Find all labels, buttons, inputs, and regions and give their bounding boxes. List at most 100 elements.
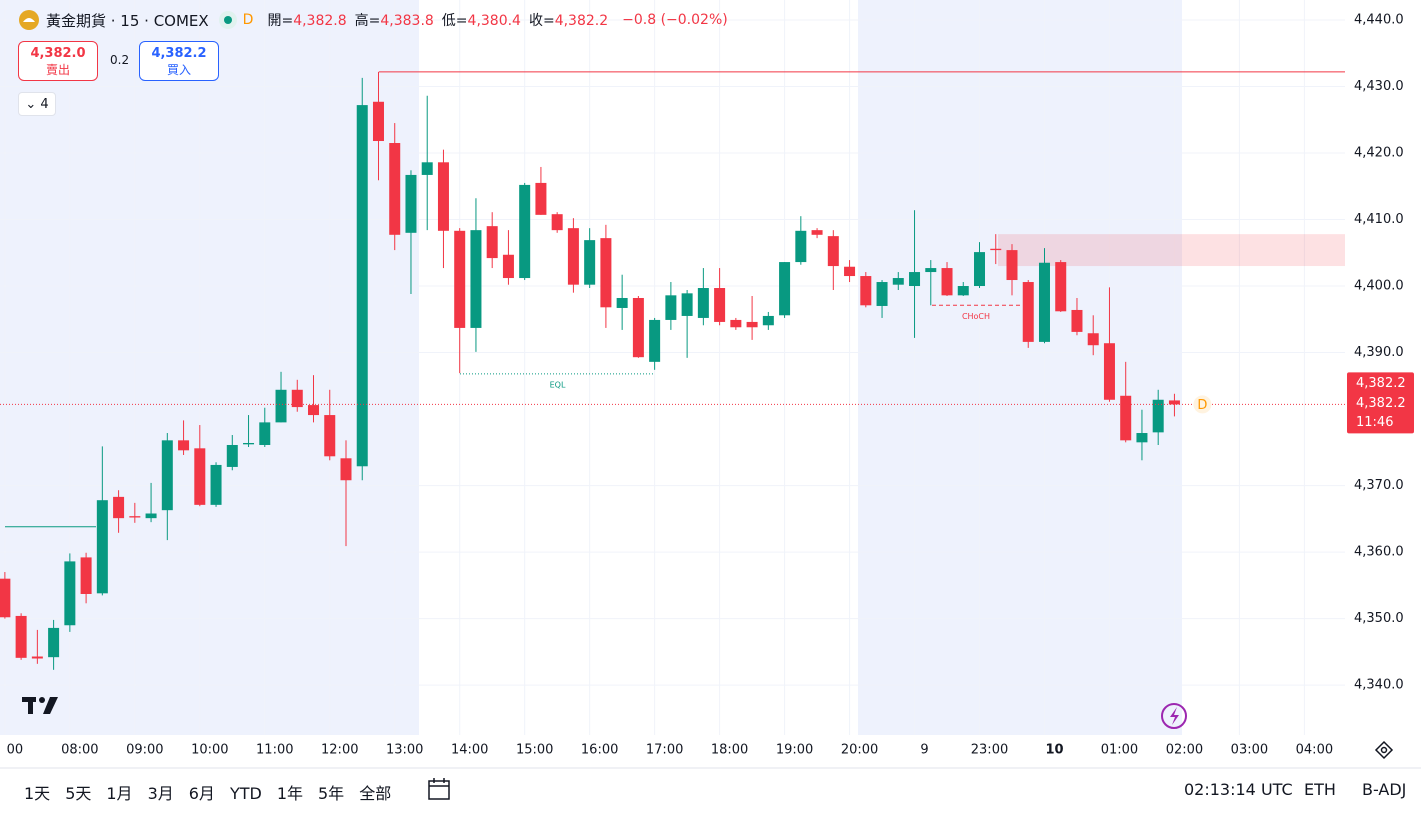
candle-body bbox=[210, 464, 222, 505]
sell-button[interactable]: 4,382.0 賣出 bbox=[18, 41, 98, 81]
x-tick-label: 09:00 bbox=[126, 743, 163, 758]
x-tick-label: 17:00 bbox=[646, 743, 683, 758]
x-tick-label: 13:00 bbox=[386, 743, 423, 758]
session-shade bbox=[858, 0, 1182, 735]
x-tick-label: 15:00 bbox=[516, 743, 553, 758]
range-button[interactable]: 1月 bbox=[106, 784, 133, 803]
candle-body bbox=[259, 422, 271, 445]
candle-body bbox=[876, 282, 888, 306]
candle-body bbox=[405, 174, 417, 233]
x-tick-label: 16:00 bbox=[581, 743, 618, 758]
candle-body bbox=[113, 496, 125, 519]
badge: D bbox=[242, 12, 254, 28]
candle-body bbox=[1022, 282, 1034, 342]
candle-body bbox=[535, 182, 547, 215]
range-button[interactable]: 6月 bbox=[188, 784, 215, 803]
y-tick-label: 4,350.0 bbox=[1354, 611, 1404, 626]
candle-body bbox=[0, 578, 11, 618]
candle-body bbox=[226, 444, 238, 467]
candle-body bbox=[502, 254, 514, 279]
y-tick-label: 4,390.0 bbox=[1354, 345, 1404, 360]
candle-body bbox=[519, 184, 531, 279]
candle-body bbox=[827, 236, 839, 267]
indicators-toggle[interactable]: ⌄ 4 bbox=[18, 92, 56, 116]
y-tick-label: 4,360.0 bbox=[1354, 545, 1404, 560]
candle-body bbox=[80, 557, 92, 594]
candle-body bbox=[470, 230, 482, 328]
ohlc-label: 開= bbox=[267, 13, 294, 29]
change: −0.8 (−0.02%) bbox=[622, 12, 728, 28]
y-tick-label: 4,430.0 bbox=[1354, 79, 1404, 94]
y-tick-label: 4,410.0 bbox=[1354, 212, 1404, 227]
candle-body bbox=[291, 389, 303, 408]
range-button[interactable]: YTD bbox=[229, 784, 262, 803]
candle-body bbox=[64, 561, 76, 626]
annotation-label: CHoCH bbox=[962, 312, 990, 321]
candle-body bbox=[1038, 262, 1050, 342]
price-tag-text: 4,382.2 bbox=[1356, 376, 1406, 391]
candle-body bbox=[649, 319, 661, 362]
candle-body bbox=[746, 321, 758, 328]
x-tick-label: 19:00 bbox=[776, 743, 813, 758]
range-button[interactable]: 5天 bbox=[65, 784, 92, 803]
zone bbox=[998, 234, 1345, 267]
candle-body bbox=[990, 248, 1002, 251]
adjust[interactable]: B-ADJ bbox=[1362, 780, 1407, 799]
ohlc-label: 低= bbox=[441, 13, 468, 29]
candle-body bbox=[243, 442, 255, 445]
range-bar: 1天 5天 1月 3月 6月 YTD 1年 5年 全部 bbox=[24, 780, 406, 804]
candle-body bbox=[194, 448, 206, 505]
candle-body bbox=[421, 162, 433, 175]
x-tick-label: 12:00 bbox=[321, 743, 358, 758]
candle-body bbox=[324, 415, 336, 457]
date-range-icon[interactable] bbox=[428, 778, 450, 800]
candle-body bbox=[811, 230, 823, 235]
clock[interactable]: 02:13:14 UTC bbox=[1184, 780, 1293, 799]
range-button[interactable]: 1天 bbox=[24, 784, 51, 803]
settings-icon[interactable] bbox=[1374, 740, 1394, 760]
y-tick-label: 4,440.0 bbox=[1354, 12, 1404, 27]
range-button[interactable]: 3月 bbox=[147, 784, 174, 803]
x-tick-label: 23:00 bbox=[971, 743, 1008, 758]
tv-logo bbox=[22, 697, 58, 714]
session[interactable]: ETH bbox=[1304, 780, 1336, 799]
y-tick-label: 4,420.0 bbox=[1354, 145, 1404, 160]
candle-body bbox=[1136, 433, 1148, 443]
candle-body bbox=[372, 101, 384, 142]
range-button[interactable]: 5年 bbox=[318, 784, 345, 803]
candle-body bbox=[145, 513, 157, 519]
x-tick-label: 01:00 bbox=[1101, 743, 1138, 758]
candle-body bbox=[632, 297, 644, 358]
candle-body bbox=[48, 627, 60, 658]
candle-body bbox=[161, 440, 173, 511]
candle-body bbox=[892, 278, 904, 285]
x-tick-label: 10:00 bbox=[191, 743, 228, 758]
ohlc-value: 4,380.4 bbox=[467, 13, 521, 29]
candle-body bbox=[762, 315, 774, 326]
candle-body bbox=[1087, 333, 1099, 346]
candle-body bbox=[1071, 309, 1083, 332]
candle-body bbox=[1055, 262, 1067, 312]
x-tick-label: 14:00 bbox=[451, 743, 488, 758]
alert-icon[interactable] bbox=[1161, 703, 1187, 729]
range-button[interactable]: 1年 bbox=[276, 784, 303, 803]
candle-body bbox=[714, 288, 726, 322]
legend: 黃金期貨 · 15 · COMEX D 開=4,382.8 高=4,383.8 低=… bbox=[18, 8, 732, 32]
range-button[interactable]: 全部 bbox=[359, 784, 392, 803]
candle-body bbox=[779, 262, 791, 316]
buy-button[interactable]: 4,382.2 買入 bbox=[139, 41, 219, 81]
ohlc-value: 4,382.8 bbox=[293, 13, 347, 29]
annotation-label: EQL bbox=[550, 380, 566, 389]
ohlc-label: 高= bbox=[354, 13, 381, 29]
session-shade bbox=[0, 0, 419, 735]
ohlc: 開=4,382.8 高=4,383.8 低=4,380.4 收=4,382.2 bbox=[267, 10, 616, 30]
candle-body bbox=[697, 288, 709, 318]
candle-body bbox=[454, 230, 466, 328]
candle-body bbox=[551, 214, 563, 231]
candle-body bbox=[178, 440, 190, 451]
sell-price: 4,382.0 bbox=[30, 46, 86, 61]
chart-marker: D bbox=[1197, 398, 1207, 413]
symbol[interactable]: 黃金期貨 · 15 · COMEX bbox=[46, 11, 209, 30]
x-tick-label: 18:00 bbox=[711, 743, 748, 758]
